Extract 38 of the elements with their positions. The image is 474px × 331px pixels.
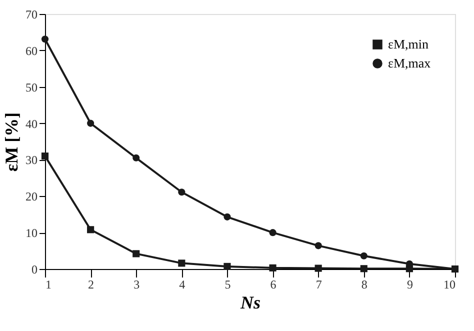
x-axis-title: Ns	[239, 292, 261, 312]
point	[132, 250, 140, 258]
point	[314, 264, 322, 272]
y-axis-title: εM [%]	[2, 112, 22, 172]
point	[178, 260, 186, 267]
x-tick-label: 3	[134, 278, 140, 292]
y-tick-label: 70	[26, 8, 38, 22]
point	[224, 213, 231, 220]
point	[314, 242, 322, 250]
point	[178, 188, 186, 196]
point	[269, 264, 276, 272]
point	[87, 120, 94, 127]
x-tick-label: 5	[224, 278, 231, 292]
x-tick-label: 8	[361, 278, 368, 292]
legend-label: εM,min	[388, 36, 429, 52]
y-tick-label: 50	[26, 80, 38, 94]
legend-label: εM,max	[388, 56, 432, 70]
point	[87, 226, 94, 234]
y-tick-label: 10	[26, 226, 38, 240]
x-tick-label: 2	[88, 278, 94, 292]
y-tick-label: 30	[26, 153, 38, 168]
x-tick-label: 10	[444, 278, 456, 292]
point	[360, 252, 368, 260]
x-tick-label: 9	[406, 278, 413, 292]
x-tick-label: 1	[46, 278, 52, 292]
point	[132, 154, 140, 162]
y-tick-label: 40	[26, 116, 38, 131]
point	[41, 36, 49, 43]
point	[224, 262, 231, 270]
y-tick-label: 60	[26, 44, 38, 58]
y-tick-label: 0	[32, 262, 38, 276]
point	[41, 152, 49, 160]
y-tick-label: 20	[26, 190, 38, 204]
x-tick-label: 4	[179, 278, 186, 292]
x-tick-label: 7	[316, 278, 322, 292]
x-tick-label: 6	[270, 278, 276, 292]
point	[269, 229, 276, 236]
point	[360, 265, 368, 272]
